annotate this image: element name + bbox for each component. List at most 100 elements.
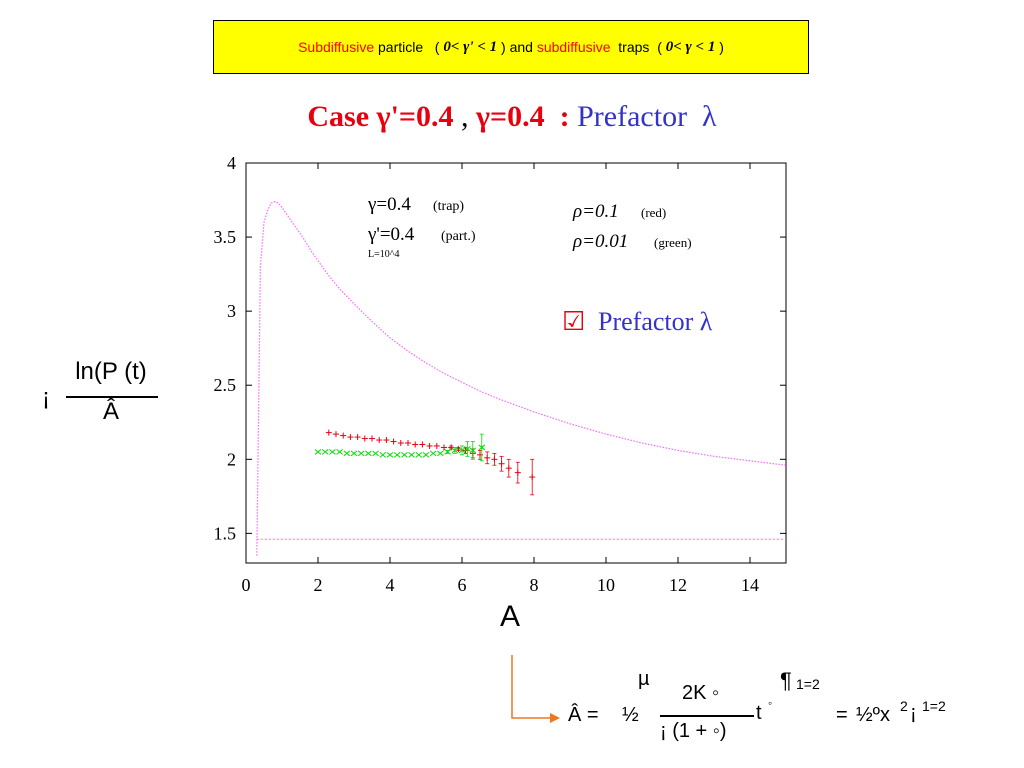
green-point-14 (415, 451, 423, 458)
y-label-fraction-bar (66, 396, 158, 398)
formula-rhs: ½ºx (856, 704, 890, 726)
green-point-5 (350, 450, 358, 457)
banner-particle: particle ( (374, 39, 444, 55)
green-point-20 (458, 445, 466, 456)
red-point-24 (498, 455, 505, 472)
formula-outer-exp: 1=2 (796, 676, 820, 692)
red-point-6 (369, 435, 375, 442)
green-point-7 (365, 450, 372, 457)
y-tick-label-5: 4 (227, 153, 236, 173)
formula-pilcrow: ¶ (780, 668, 792, 693)
red-point-2 (340, 432, 347, 439)
banner-subdiffusive-1: Subdiffusive (298, 39, 375, 55)
red-point-26 (514, 461, 521, 484)
x-tick-label-7: 14 (741, 575, 759, 595)
green-point-6 (357, 450, 365, 457)
formula-equals: = (836, 704, 848, 726)
green-point-8 (372, 450, 379, 457)
annot-gamma-part-small: (part.) (441, 229, 476, 244)
formula-half: ½ (622, 704, 639, 726)
title-comma: , (453, 100, 476, 133)
red-point-22 (484, 451, 491, 465)
title-prefactor: Prefactor λ (569, 100, 717, 133)
annot-gamma-part: γ'=0.4 (367, 224, 415, 245)
green-point-21 (464, 441, 471, 457)
banner-subdiffusive-2: subdiffusive (536, 39, 611, 55)
green-point-23 (478, 433, 486, 462)
green-point-15 (422, 451, 430, 458)
header-banner: Subdiffusive particle ( 0< γ' < 1 ) and … (213, 20, 809, 74)
x-tick-label-1: 2 (314, 575, 323, 595)
green-point-12 (401, 451, 408, 458)
green-point-3 (336, 449, 343, 455)
red-point-15 (433, 442, 440, 449)
banner-and: ) and (497, 39, 537, 55)
green-point-0 (314, 449, 322, 455)
y-tick-label-1: 2 (227, 449, 236, 469)
red-point-4 (354, 434, 361, 441)
x-tick-label-3: 6 (458, 575, 467, 595)
annot-rho-green-small: (green) (654, 235, 692, 250)
plot-frame (245, 162, 787, 564)
annot-gamma-trap: γ=0.4 (367, 194, 411, 215)
banner-close: ) (715, 39, 724, 55)
y-axis-label: ¡ ln(P (t) Â (36, 358, 166, 428)
formula-mu: µ (638, 668, 650, 690)
red-point-1 (333, 431, 339, 438)
x-axis-label: A (500, 600, 521, 633)
red-point-7 (376, 437, 383, 444)
green-point-10 (386, 451, 394, 458)
y-label-prefix: ¡ (42, 384, 50, 411)
formula-rhs-exp: 2 (900, 698, 908, 714)
banner-particle-range: 0< γ' < 1 (443, 38, 498, 55)
banner-trap-range: 0< γ < 1 (665, 38, 716, 55)
red-point-16 (441, 444, 447, 451)
green-point-9 (379, 451, 387, 458)
red-point-14 (426, 442, 433, 449)
red-point-5 (361, 435, 368, 442)
red-point-0 (325, 429, 332, 436)
red-point-10 (397, 440, 404, 446)
green-point-22 (469, 441, 477, 460)
annot-rho-red-small: (red) (641, 205, 666, 220)
formula-rhs-tail: ¡ (910, 702, 917, 724)
x-tick-label-0: 0 (242, 575, 251, 595)
red-point-21 (477, 450, 483, 460)
title-case: Case γ'=0.4 (307, 100, 454, 133)
annot-rho-green: ρ=0.01 (572, 231, 628, 252)
y-label-denominator: Â (102, 398, 119, 425)
red-point-8 (383, 437, 390, 444)
annot-rho-red: ρ=0.1 (572, 201, 619, 222)
slide-title: Case γ'=0.4 , γ=0.4 : Prefactor λ (0, 100, 1024, 134)
annot-prefactor: Prefactor λ (598, 307, 713, 336)
formula-fraction-bar (660, 715, 754, 717)
y-tick-label-3: 3 (227, 301, 236, 321)
annot-L: L=10^4 (368, 249, 399, 260)
x-tick-label-5: 10 (597, 575, 615, 595)
x-tick-label-6: 12 (669, 575, 687, 595)
green-point-1 (321, 449, 329, 455)
formula-t: t (756, 702, 762, 724)
annot-gamma-trap-small: (trap) (433, 199, 464, 214)
y-tick-label-2: 2.5 (214, 375, 237, 395)
red-point-23 (491, 452, 498, 466)
x-tick-label-4: 8 (530, 575, 539, 595)
annot-gamma-trap-main: γ=0.4 (367, 194, 411, 215)
formula-lhs: Â = (568, 704, 599, 726)
arrow-icon (511, 655, 560, 723)
red-point-3 (347, 434, 354, 441)
green-point-13 (408, 451, 415, 458)
green-point-18 (444, 449, 451, 455)
formula-rhs-tail-exp: 1=2 (922, 698, 946, 714)
formula: Â = ½ µ 2K ◦ ¡ (1 + ◦) t ◦ ¶ 1=2 = ½ºx 2… (560, 660, 990, 760)
red-point-13 (419, 441, 426, 448)
formula-denominator: ¡ (1 + ◦) (660, 720, 727, 742)
checkbox-icon: ☑ (562, 307, 585, 336)
formula-numerator: 2K ◦ (682, 682, 720, 704)
red-point-9 (390, 438, 397, 445)
red-point-11 (405, 440, 411, 446)
green-point-19 (451, 447, 459, 454)
x-tick-label-2: 4 (386, 575, 395, 595)
y-tick-label-4: 3.5 (214, 227, 237, 247)
